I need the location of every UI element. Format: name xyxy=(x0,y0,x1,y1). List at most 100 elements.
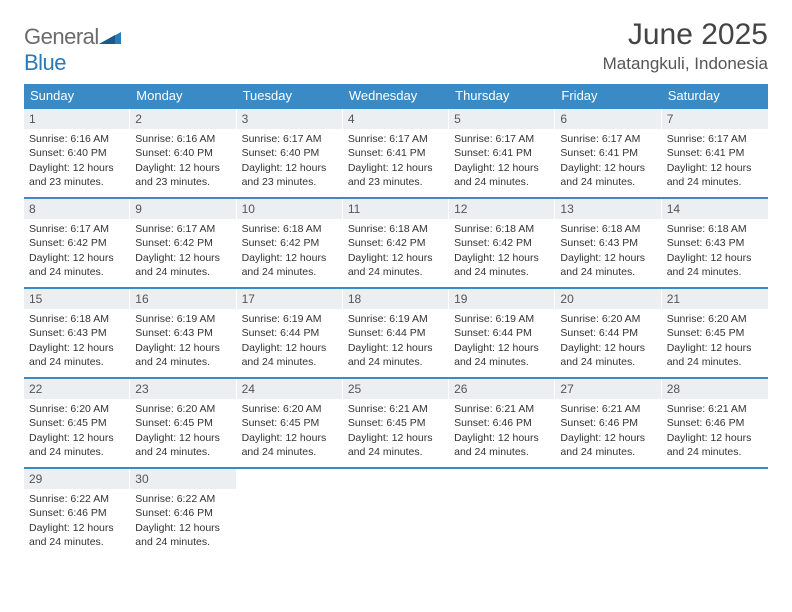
sunrise-text: Sunrise: 6:17 AM xyxy=(242,132,338,146)
calendar-day-cell xyxy=(237,468,343,558)
calendar-day-cell: 4Sunrise: 6:17 AMSunset: 6:41 PMDaylight… xyxy=(343,108,449,198)
sunset-text: Sunset: 6:46 PM xyxy=(667,416,763,430)
sunset-text: Sunset: 6:46 PM xyxy=(135,506,231,520)
day-content: Sunrise: 6:17 AMSunset: 6:42 PMDaylight:… xyxy=(130,219,236,283)
calendar-day-cell xyxy=(449,468,555,558)
logo-text-gray: General xyxy=(24,24,99,49)
sunset-text: Sunset: 6:46 PM xyxy=(454,416,550,430)
day-content: Sunrise: 6:18 AMSunset: 6:43 PMDaylight:… xyxy=(662,219,768,283)
sunrise-text: Sunrise: 6:20 AM xyxy=(135,402,231,416)
month-title: June 2025 xyxy=(603,18,768,52)
daylight-text: Daylight: 12 hours and 24 minutes. xyxy=(348,431,444,459)
sunrise-text: Sunrise: 6:19 AM xyxy=(454,312,550,326)
day-number: 11 xyxy=(343,199,449,219)
daylight-text: Daylight: 12 hours and 24 minutes. xyxy=(667,161,763,189)
day-content: Sunrise: 6:20 AMSunset: 6:45 PMDaylight:… xyxy=(24,399,130,463)
daylight-text: Daylight: 12 hours and 24 minutes. xyxy=(667,341,763,369)
sunrise-text: Sunrise: 6:20 AM xyxy=(560,312,656,326)
calendar-day-cell: 21Sunrise: 6:20 AMSunset: 6:45 PMDayligh… xyxy=(662,288,768,378)
daylight-text: Daylight: 12 hours and 24 minutes. xyxy=(560,251,656,279)
sunset-text: Sunset: 6:43 PM xyxy=(560,236,656,250)
calendar-day-cell: 23Sunrise: 6:20 AMSunset: 6:45 PMDayligh… xyxy=(130,378,236,468)
day-number: 4 xyxy=(343,109,449,129)
calendar-day-cell: 20Sunrise: 6:20 AMSunset: 6:44 PMDayligh… xyxy=(555,288,661,378)
calendar-day-cell xyxy=(662,468,768,558)
page-header: GeneralBlue June 2025 Matangkuli, Indone… xyxy=(24,18,768,76)
sunrise-text: Sunrise: 6:18 AM xyxy=(454,222,550,236)
daylight-text: Daylight: 12 hours and 24 minutes. xyxy=(667,251,763,279)
day-number: 23 xyxy=(130,379,236,399)
sunrise-text: Sunrise: 6:18 AM xyxy=(242,222,338,236)
sunrise-text: Sunrise: 6:18 AM xyxy=(348,222,444,236)
calendar-day-cell: 13Sunrise: 6:18 AMSunset: 6:43 PMDayligh… xyxy=(555,198,661,288)
sunset-text: Sunset: 6:41 PM xyxy=(560,146,656,160)
sunrise-text: Sunrise: 6:21 AM xyxy=(667,402,763,416)
day-number: 26 xyxy=(449,379,555,399)
location-label: Matangkuli, Indonesia xyxy=(603,54,768,74)
day-number: 12 xyxy=(449,199,555,219)
calendar-day-cell: 25Sunrise: 6:21 AMSunset: 6:45 PMDayligh… xyxy=(343,378,449,468)
calendar-day-cell: 1Sunrise: 6:16 AMSunset: 6:40 PMDaylight… xyxy=(24,108,130,198)
calendar-day-cell: 5Sunrise: 6:17 AMSunset: 6:41 PMDaylight… xyxy=(449,108,555,198)
daylight-text: Daylight: 12 hours and 24 minutes. xyxy=(454,341,550,369)
day-content: Sunrise: 6:18 AMSunset: 6:42 PMDaylight:… xyxy=(343,219,449,283)
day-number: 25 xyxy=(343,379,449,399)
sunrise-text: Sunrise: 6:21 AM xyxy=(560,402,656,416)
sunset-text: Sunset: 6:42 PM xyxy=(242,236,338,250)
calendar-day-cell: 22Sunrise: 6:20 AMSunset: 6:45 PMDayligh… xyxy=(24,378,130,468)
sunset-text: Sunset: 6:41 PM xyxy=(667,146,763,160)
calendar-day-cell: 15Sunrise: 6:18 AMSunset: 6:43 PMDayligh… xyxy=(24,288,130,378)
daylight-text: Daylight: 12 hours and 24 minutes. xyxy=(29,341,125,369)
calendar-day-cell: 30Sunrise: 6:22 AMSunset: 6:46 PMDayligh… xyxy=(130,468,236,558)
day-content: Sunrise: 6:20 AMSunset: 6:45 PMDaylight:… xyxy=(662,309,768,373)
sunrise-text: Sunrise: 6:18 AM xyxy=(560,222,656,236)
calendar-day-cell: 11Sunrise: 6:18 AMSunset: 6:42 PMDayligh… xyxy=(343,198,449,288)
daylight-text: Daylight: 12 hours and 24 minutes. xyxy=(242,251,338,279)
daylight-text: Daylight: 12 hours and 24 minutes. xyxy=(242,341,338,369)
day-content: Sunrise: 6:20 AMSunset: 6:45 PMDaylight:… xyxy=(130,399,236,463)
sunset-text: Sunset: 6:42 PM xyxy=(135,236,231,250)
calendar-day-cell: 16Sunrise: 6:19 AMSunset: 6:43 PMDayligh… xyxy=(130,288,236,378)
sunset-text: Sunset: 6:45 PM xyxy=(135,416,231,430)
weekday-header: Tuesday xyxy=(237,84,343,108)
sunset-text: Sunset: 6:42 PM xyxy=(29,236,125,250)
calendar-day-cell: 26Sunrise: 6:21 AMSunset: 6:46 PMDayligh… xyxy=(449,378,555,468)
daylight-text: Daylight: 12 hours and 23 minutes. xyxy=(29,161,125,189)
calendar-day-cell: 14Sunrise: 6:18 AMSunset: 6:43 PMDayligh… xyxy=(662,198,768,288)
day-content: Sunrise: 6:18 AMSunset: 6:43 PMDaylight:… xyxy=(24,309,130,373)
day-content: Sunrise: 6:19 AMSunset: 6:43 PMDaylight:… xyxy=(130,309,236,373)
calendar-week-row: 15Sunrise: 6:18 AMSunset: 6:43 PMDayligh… xyxy=(24,288,768,378)
calendar-day-cell: 18Sunrise: 6:19 AMSunset: 6:44 PMDayligh… xyxy=(343,288,449,378)
sunset-text: Sunset: 6:40 PM xyxy=(242,146,338,160)
daylight-text: Daylight: 12 hours and 23 minutes. xyxy=(348,161,444,189)
weekday-header: Wednesday xyxy=(343,84,449,108)
sunrise-text: Sunrise: 6:17 AM xyxy=(560,132,656,146)
day-content: Sunrise: 6:17 AMSunset: 6:42 PMDaylight:… xyxy=(24,219,130,283)
calendar-day-cell: 17Sunrise: 6:19 AMSunset: 6:44 PMDayligh… xyxy=(237,288,343,378)
calendar-day-cell: 6Sunrise: 6:17 AMSunset: 6:41 PMDaylight… xyxy=(555,108,661,198)
daylight-text: Daylight: 12 hours and 24 minutes. xyxy=(29,251,125,279)
sunrise-text: Sunrise: 6:17 AM xyxy=(667,132,763,146)
day-content: Sunrise: 6:20 AMSunset: 6:44 PMDaylight:… xyxy=(555,309,661,373)
calendar-day-cell: 24Sunrise: 6:20 AMSunset: 6:45 PMDayligh… xyxy=(237,378,343,468)
calendar-header-row: Sunday Monday Tuesday Wednesday Thursday… xyxy=(24,84,768,108)
daylight-text: Daylight: 12 hours and 24 minutes. xyxy=(135,341,231,369)
sunset-text: Sunset: 6:46 PM xyxy=(560,416,656,430)
sunrise-text: Sunrise: 6:22 AM xyxy=(29,492,125,506)
calendar-day-cell: 9Sunrise: 6:17 AMSunset: 6:42 PMDaylight… xyxy=(130,198,236,288)
sunrise-text: Sunrise: 6:19 AM xyxy=(135,312,231,326)
sunset-text: Sunset: 6:43 PM xyxy=(135,326,231,340)
day-number: 16 xyxy=(130,289,236,309)
sunset-text: Sunset: 6:44 PM xyxy=(242,326,338,340)
sunset-text: Sunset: 6:43 PM xyxy=(29,326,125,340)
daylight-text: Daylight: 12 hours and 24 minutes. xyxy=(454,251,550,279)
daylight-text: Daylight: 12 hours and 24 minutes. xyxy=(560,161,656,189)
sunset-text: Sunset: 6:43 PM xyxy=(667,236,763,250)
day-content: Sunrise: 6:21 AMSunset: 6:46 PMDaylight:… xyxy=(449,399,555,463)
day-content: Sunrise: 6:21 AMSunset: 6:45 PMDaylight:… xyxy=(343,399,449,463)
day-content: Sunrise: 6:18 AMSunset: 6:42 PMDaylight:… xyxy=(237,219,343,283)
calendar-day-cell: 29Sunrise: 6:22 AMSunset: 6:46 PMDayligh… xyxy=(24,468,130,558)
logo-triangle-icon xyxy=(99,24,121,50)
daylight-text: Daylight: 12 hours and 24 minutes. xyxy=(242,431,338,459)
day-content: Sunrise: 6:21 AMSunset: 6:46 PMDaylight:… xyxy=(662,399,768,463)
